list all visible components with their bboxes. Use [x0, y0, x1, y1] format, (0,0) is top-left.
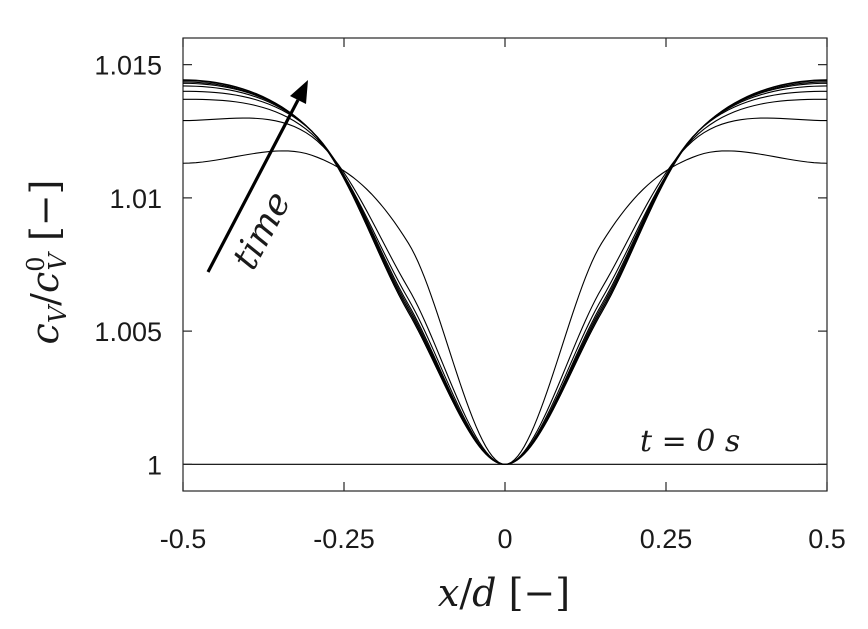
series-line-9	[182, 79, 828, 465]
x-tick-label: -0.5	[160, 524, 207, 554]
t0-annotation: t = 0 s	[640, 424, 740, 459]
x-tick-label: 0.5	[808, 524, 846, 554]
tick-labels: -0.5 -0.25 0 0.25 0.5 1 1.005 1.01 1.015	[94, 51, 845, 554]
series-line-2	[182, 117, 828, 465]
time-arrow-head	[290, 80, 308, 104]
y-axis-label: cV/c0V [−]	[22, 180, 72, 345]
time-arrow-line	[206, 99, 300, 273]
ticks	[182, 38, 828, 491]
y-tick-label: 1	[147, 450, 162, 480]
series-line-5	[182, 85, 828, 465]
x-tick-label: -0.25	[313, 524, 375, 554]
y-tick-label: 1.005	[94, 317, 162, 347]
series-line-4	[182, 90, 828, 465]
series-line-3	[182, 98, 828, 465]
x-tick-label: 0.25	[640, 524, 693, 554]
time-annotation: time	[225, 185, 299, 276]
time-arrow	[206, 80, 308, 273]
series-line-7	[182, 81, 828, 465]
x-tick-label: 0	[497, 524, 512, 554]
x-axis-label: x/d [−]	[438, 571, 570, 615]
y-tick-label: 1.01	[109, 184, 162, 214]
curves	[182, 79, 828, 465]
series-line-6	[182, 82, 828, 465]
y-tick-label: 1.015	[94, 51, 162, 81]
